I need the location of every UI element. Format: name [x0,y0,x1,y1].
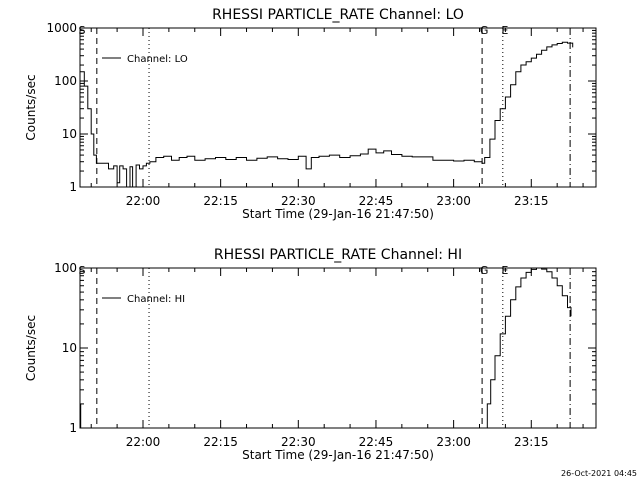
chart-title: RHESSI PARTICLE_RATE Channel: LO [212,7,464,23]
y-axis-label: Counts/sec [24,74,38,140]
y-tick-label: 1 [69,180,77,194]
x-axis-label: Start Time (29-Jan-16 21:47:50) [242,448,434,462]
x-tick-label: 22:30 [281,435,316,449]
x-tick-label: 23:15 [514,194,549,208]
legend-label: Channel: HI [127,294,185,305]
data-series-line [80,41,574,188]
event-marker-label: G [480,24,489,37]
x-tick-label: 23:00 [436,435,471,449]
y-tick-label: 10 [62,341,77,355]
x-tick-label: 22:00 [126,194,161,208]
plot-frame [79,267,597,429]
x-tick-label: 22:45 [359,194,394,208]
event-marker-label: S [79,264,86,277]
panel-1: RHESSI PARTICLE_RATE Channel: LO Counts/s… [24,7,597,221]
event-marker-label: E [501,24,508,37]
x-tick-label: 23:00 [436,194,471,208]
x-axis-label: Start Time (29-Jan-16 21:47:50) [242,207,434,221]
event-marker-label: E [501,264,508,277]
plot-frame [79,27,597,188]
legend-label: Channel: LO [127,54,188,65]
y-axis-label: Counts/sec [24,315,38,381]
x-tick-label: 22:15 [203,435,238,449]
data-series-line [483,267,572,429]
x-tick-label: 22:30 [281,194,316,208]
x-tick-label: 22:00 [126,435,161,449]
timestamp: 26-Oct-2021 04:45 [561,469,637,478]
x-tick-label: 23:15 [514,435,549,449]
y-tick-label: 100 [54,261,77,275]
event-marker-label: G [480,264,489,277]
chart-title: RHESSI PARTICLE_RATE Channel: HI [214,247,462,263]
y-tick-label: 100 [54,74,77,88]
x-tick-label: 22:45 [359,435,394,449]
y-tick-label: 1000 [46,21,77,35]
panel-2: RHESSI PARTICLE_RATE Channel: HI Counts/s… [24,247,597,462]
y-tick-label: 1 [69,421,77,435]
y-tick-label: 10 [62,127,77,141]
event-marker-label: S [79,24,86,37]
x-tick-label: 22:15 [203,194,238,208]
data-series-line [80,403,82,429]
